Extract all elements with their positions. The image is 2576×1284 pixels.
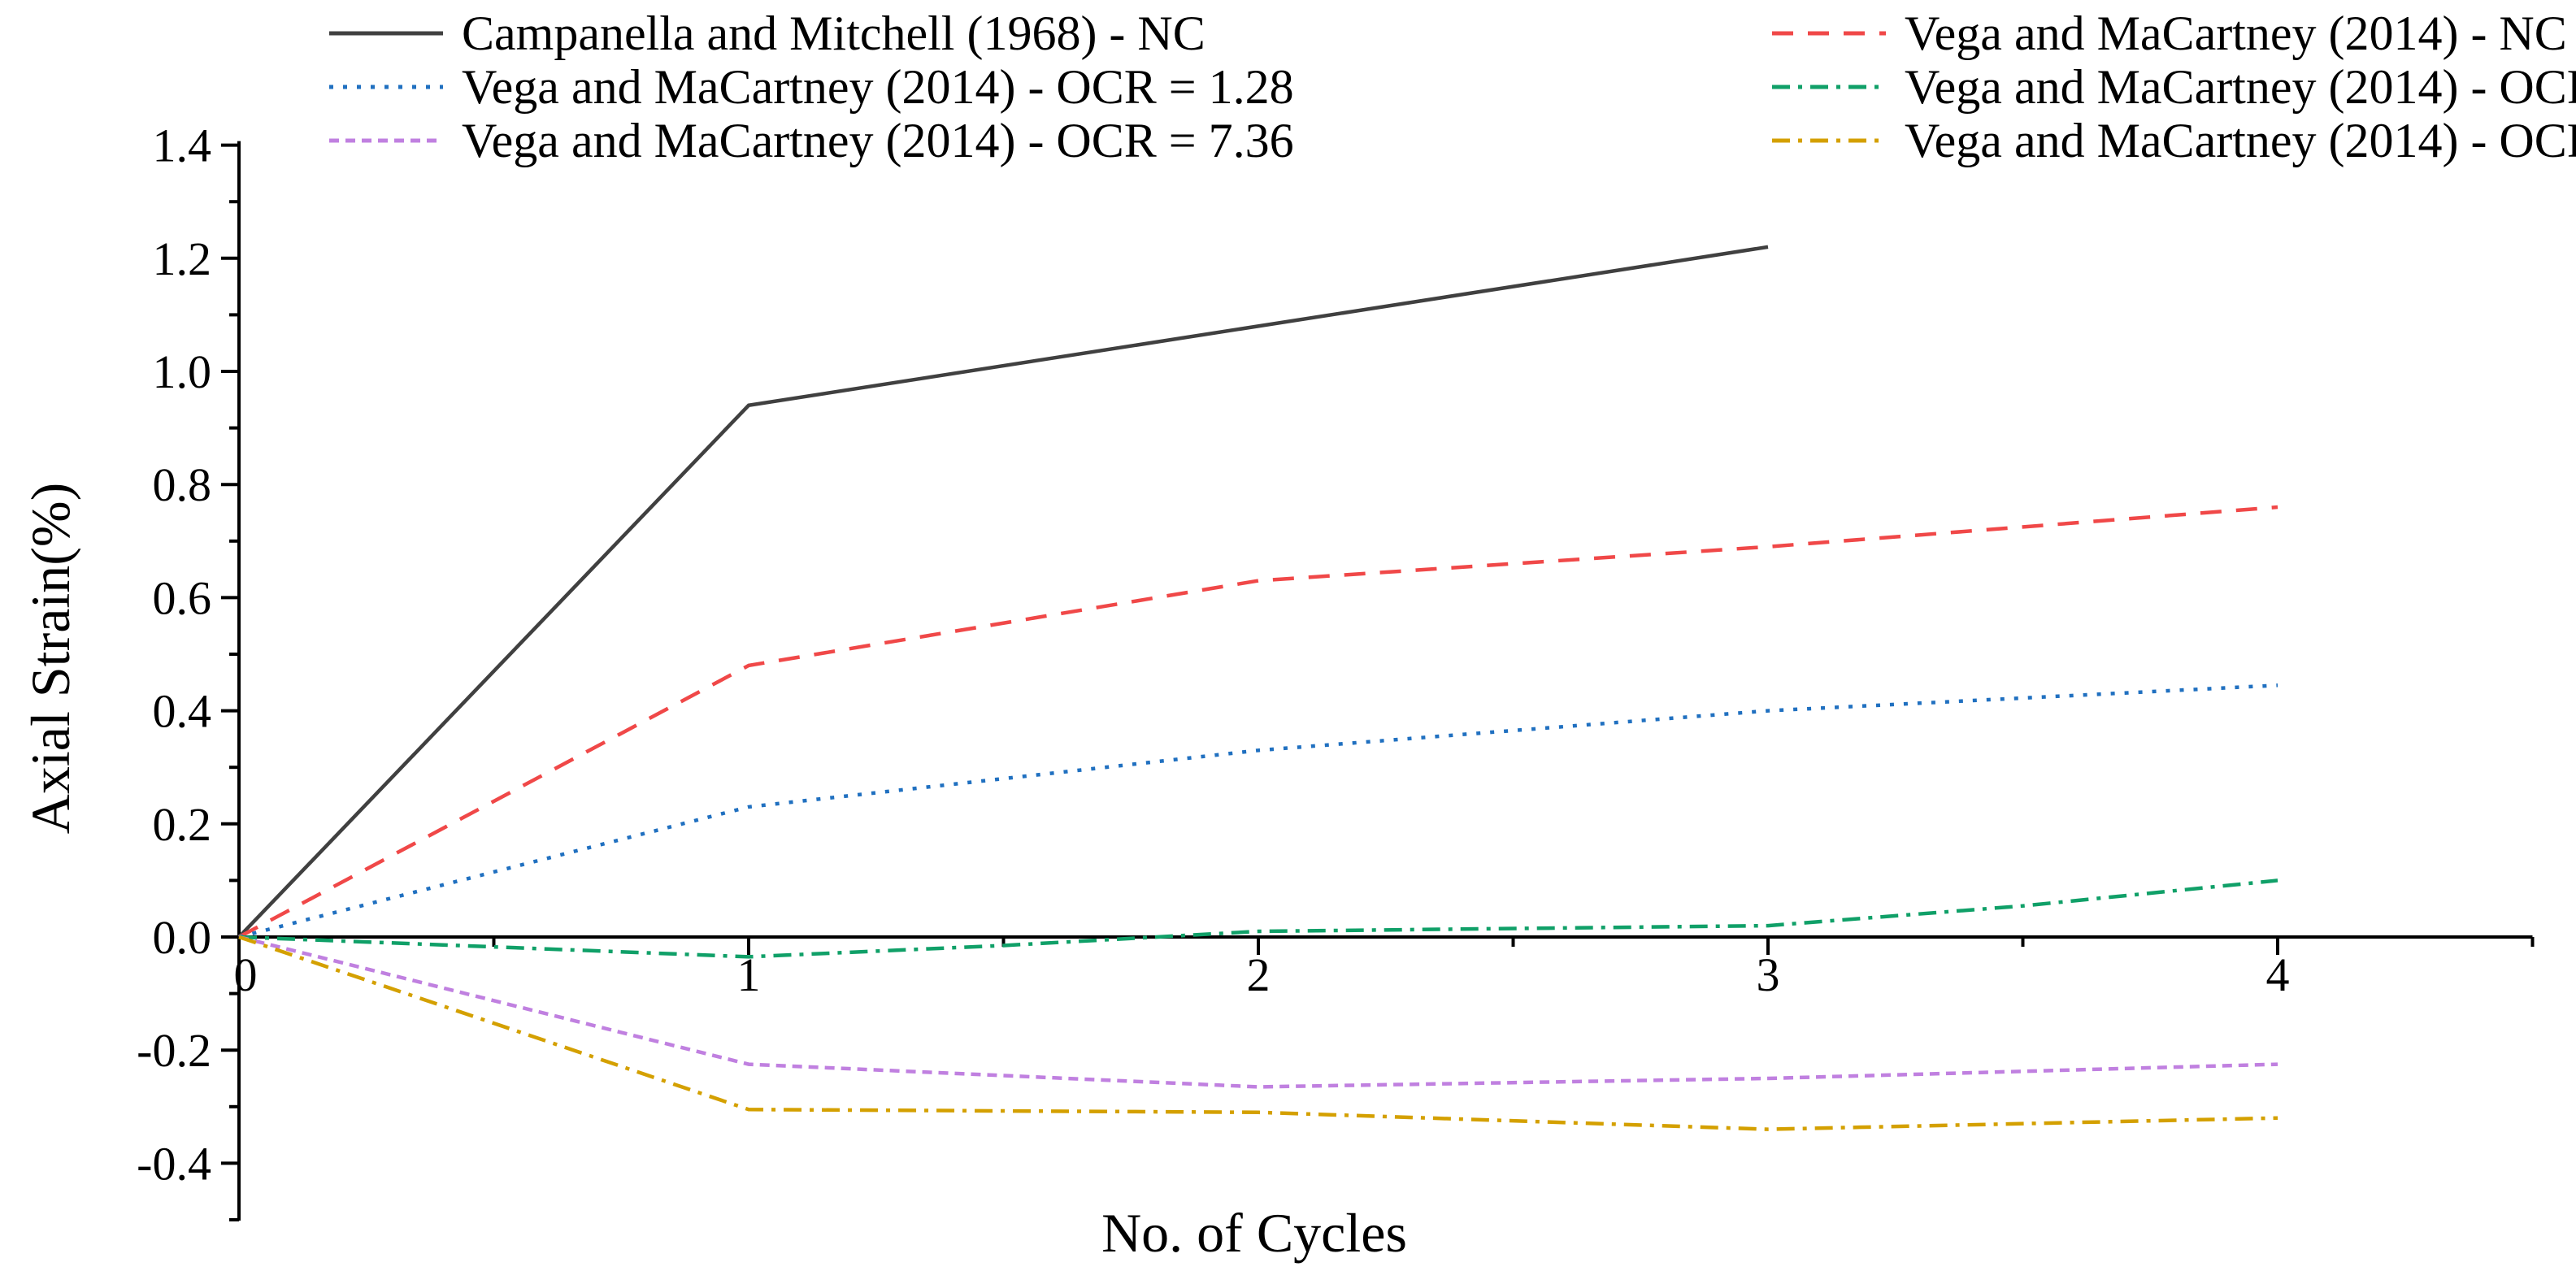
series-line-2 xyxy=(238,683,2278,939)
legend: Campanella and Mitchell (1968) - NC Vega … xyxy=(329,7,2576,167)
y-tick-label: 0.8 xyxy=(153,458,212,511)
legend-label-5: Vega and MaCartney (2014) - OCR = 30.29 xyxy=(1905,114,2576,167)
legend-label-3: Vega and MaCartney (2014) - OCR = 1.8 xyxy=(1905,60,2576,114)
x-tick-label: 3 xyxy=(1757,948,1780,1001)
series-line-5 xyxy=(238,935,2278,1131)
legend-label-2: Vega and MaCartney (2014) - OCR = 1.28 xyxy=(462,60,1294,114)
y-tick-label: 0.6 xyxy=(153,571,212,624)
series-line-0 xyxy=(237,245,1769,939)
x-tick-label: 2 xyxy=(1247,948,1271,1001)
legend-label-0: Campanella and Mitchell (1968) - NC xyxy=(462,7,1205,60)
y-tick-label: 0.0 xyxy=(153,911,212,964)
y-tick-label: -0.4 xyxy=(137,1137,211,1190)
y-axis-title: Axial Strain(%) xyxy=(20,483,81,834)
series-line-1 xyxy=(237,505,2278,939)
axes: -0.4-0.20.00.20.40.60.81.01.21.40 1 2 3 4 xyxy=(137,119,2535,1221)
series-line-3 xyxy=(238,878,2278,959)
x-tick-label: 0 xyxy=(234,948,258,1001)
legend-label-4: Vega and MaCartney (2014) - OCR = 7.36 xyxy=(462,114,1294,167)
series-group xyxy=(237,245,2278,1131)
y-tick-label: 1.0 xyxy=(153,345,212,398)
x-tick-label: 4 xyxy=(2266,948,2290,1001)
y-tick-label: 0.4 xyxy=(153,685,212,738)
series-line-4 xyxy=(238,935,2278,1089)
legend-label-1: Vega and MaCartney (2014) - NC xyxy=(1905,7,2567,60)
y-tick-label: 1.2 xyxy=(153,232,212,285)
y-tick-label: 0.2 xyxy=(153,798,212,851)
y-tick-label: 1.4 xyxy=(153,119,212,172)
y-tick-label: -0.2 xyxy=(137,1024,211,1077)
x-axis-title: No. of Cycles xyxy=(1101,1202,1407,1264)
